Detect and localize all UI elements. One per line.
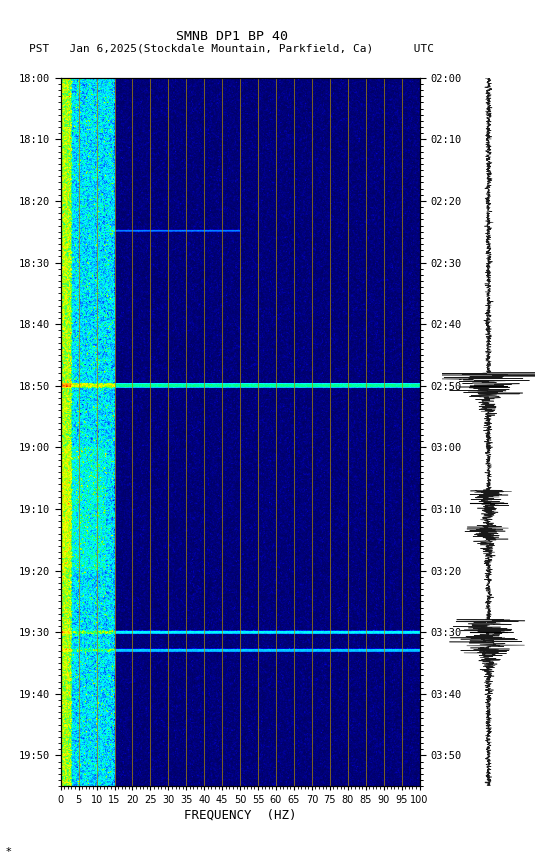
- Text: PST   Jan 6,2025(Stockdale Mountain, Parkfield, Ca)      UTC: PST Jan 6,2025(Stockdale Mountain, Parkf…: [29, 43, 434, 54]
- Text: SMNB DP1 BP 40: SMNB DP1 BP 40: [176, 30, 288, 43]
- Text: *: *: [6, 848, 11, 857]
- X-axis label: FREQUENCY  (HZ): FREQUENCY (HZ): [184, 808, 296, 821]
